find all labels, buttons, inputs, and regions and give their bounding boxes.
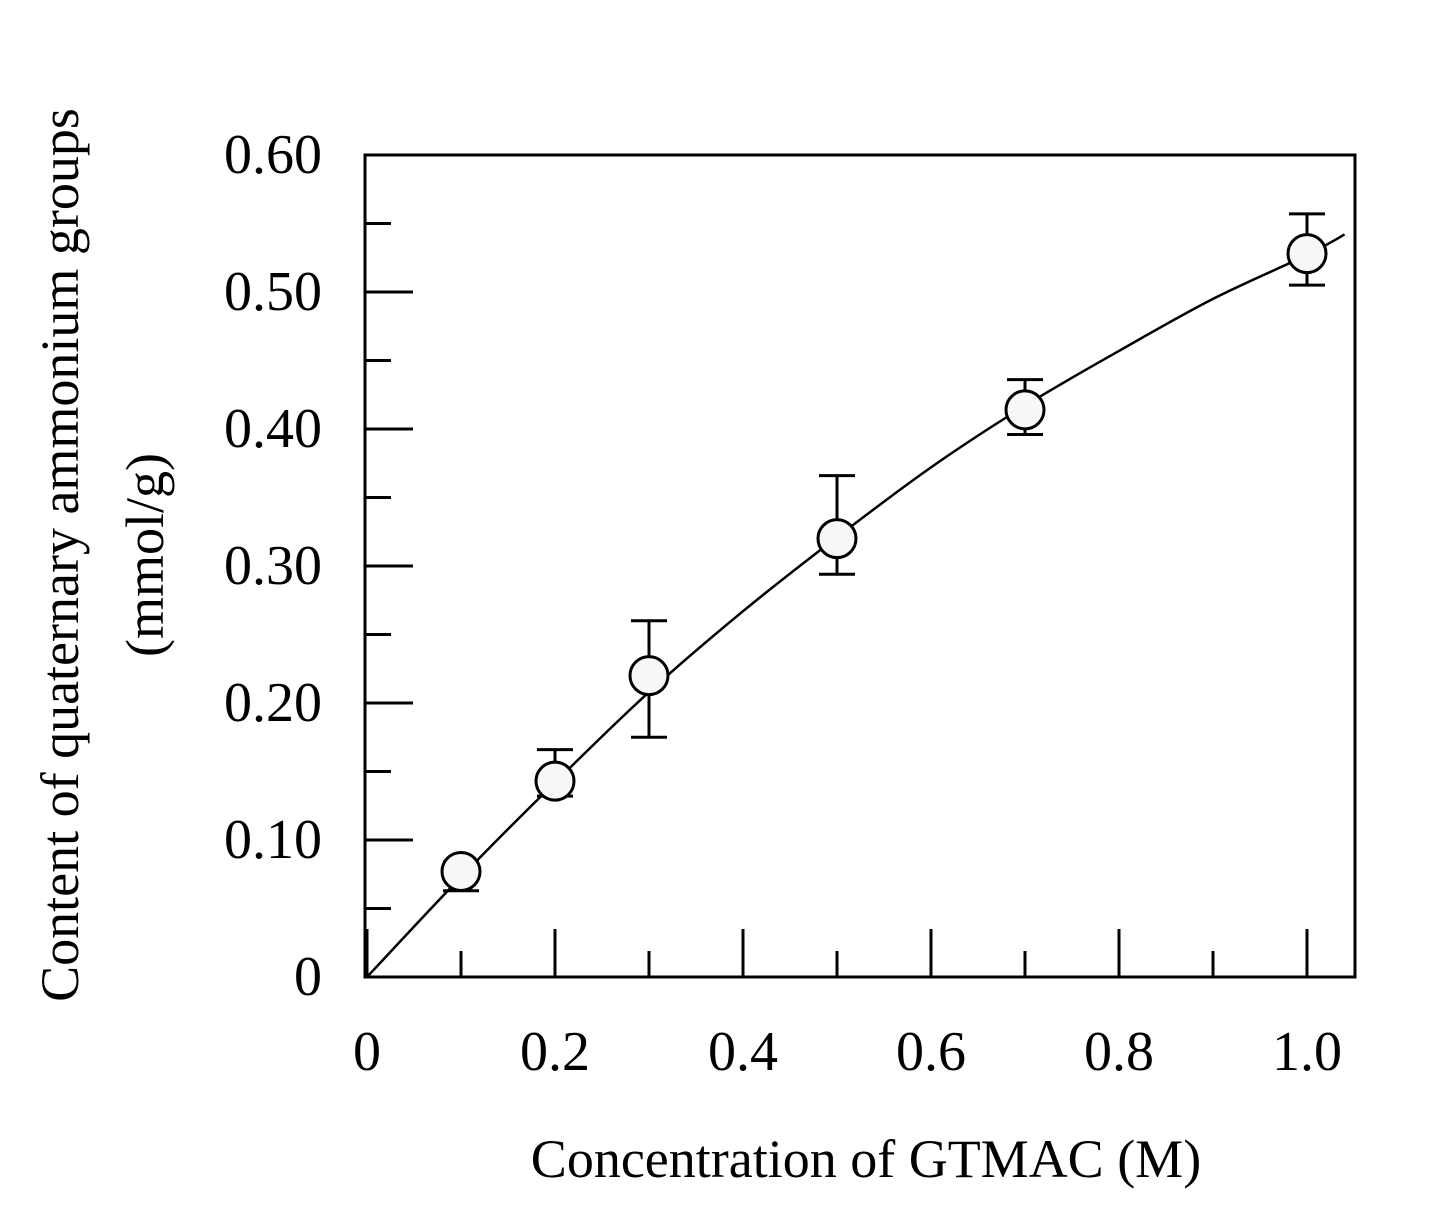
y-tick-label-4: 0.40 xyxy=(224,398,322,460)
y-tick-label-5: 0.50 xyxy=(224,261,322,323)
y-tick-label-2: 0.20 xyxy=(224,672,322,734)
y-tick-label-3: 0.30 xyxy=(224,535,322,597)
x-tick-label-0: 0 xyxy=(353,1021,381,1083)
data-point-5 xyxy=(1286,233,1328,275)
y-tick-label-1: 0.10 xyxy=(224,809,322,871)
data-point-1 xyxy=(534,760,576,802)
x-tick-label-5: 1.0 xyxy=(1272,1021,1342,1083)
x-tick-label-1: 0.2 xyxy=(520,1021,590,1083)
tick-labels: 0 0.2 0.4 0.6 0.8 1.0 0 0.10 0.20 0.30 0.40 0.50 0.6… xyxy=(224,124,1342,1083)
y-tick-label-6: 0.60 xyxy=(224,124,322,186)
x-tick-label-4: 0.8 xyxy=(1084,1021,1154,1083)
y-axis-title-line2: (mmol/g) xyxy=(115,453,175,657)
data-point-3 xyxy=(816,518,858,560)
y-axis-title-line1: Content of quaternary ammonium groups xyxy=(30,108,90,1002)
data-point-4 xyxy=(1004,389,1046,431)
fit-curve xyxy=(366,233,1346,978)
data-points xyxy=(440,233,1328,893)
error-bars xyxy=(443,212,1325,893)
data-point-0 xyxy=(440,851,482,893)
plot-frame xyxy=(363,153,1357,979)
x-tick-label-3: 0.6 xyxy=(896,1021,966,1083)
data-point-2 xyxy=(628,655,670,697)
x-axis-title: Concentration of GTMAC (M) xyxy=(531,1129,1201,1189)
y-tick-label-0: 0 xyxy=(294,946,322,1008)
x-tick-label-2: 0.4 xyxy=(708,1021,778,1083)
